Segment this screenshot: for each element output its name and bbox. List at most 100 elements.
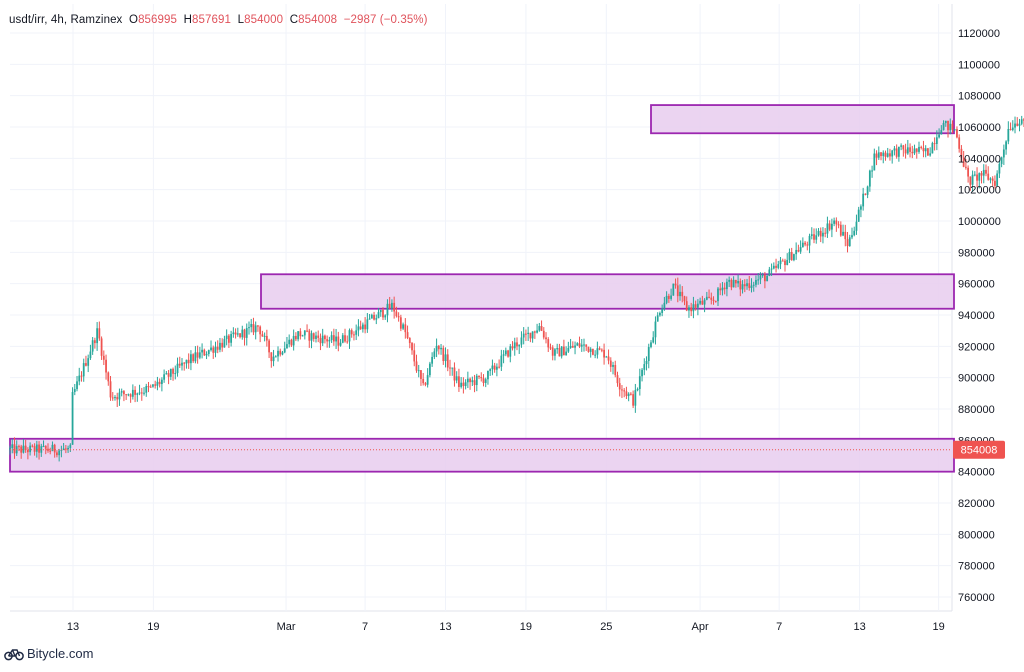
candle-body [40, 446, 43, 453]
candle-body [382, 310, 384, 318]
candle-body [80, 375, 83, 377]
time-axis[interactable]: 13 19 Mar 7 13 19 25 Apr 7 13 19 [67, 621, 945, 633]
candle-body [895, 148, 898, 157]
candle-body [386, 303, 389, 316]
candle-body [254, 325, 257, 333]
candle-body [728, 279, 731, 282]
candle-body [344, 335, 346, 342]
candle-body [976, 174, 978, 181]
candle-body [701, 300, 704, 305]
candles-layer [9, 115, 1024, 462]
candle-body [868, 170, 871, 187]
candle-body [102, 355, 105, 360]
candle-body [712, 299, 715, 301]
candle-body [772, 265, 775, 269]
candle-body [442, 347, 445, 362]
candle-body [471, 380, 474, 383]
candle-body [152, 384, 154, 387]
x-tick-label: 19 [147, 621, 159, 633]
candle-body [67, 447, 69, 450]
candle-body [250, 324, 253, 328]
candle-body [158, 381, 161, 385]
candle-body [321, 335, 324, 344]
candle-body [480, 377, 483, 379]
candle-body [160, 379, 163, 385]
candle-body [670, 295, 672, 299]
footer-brand[interactable]: Bitycle.com [4, 646, 93, 661]
candle-body [69, 444, 72, 448]
candle-body [864, 193, 867, 195]
candle-body [402, 324, 404, 329]
candle-body [245, 328, 248, 338]
candle-body [884, 152, 887, 157]
candle-body [1016, 123, 1019, 126]
candle-body [900, 145, 903, 147]
price-axis[interactable]: 1120000 1100000 1080000 1060000 1040000 10200… [953, 28, 1005, 604]
candle-body [734, 279, 737, 284]
candle-body [252, 324, 255, 333]
candle-body [717, 288, 719, 302]
candle-body [612, 365, 614, 367]
candle-body [292, 335, 295, 346]
candle-body [906, 147, 909, 154]
candle-body [918, 146, 920, 152]
candle-body [203, 349, 206, 356]
candle-body [163, 374, 166, 380]
y-tick-label: 800000 [958, 529, 995, 541]
candle-body [719, 288, 722, 291]
candle-body [131, 389, 134, 397]
candle-body [116, 397, 119, 400]
x-tick-label: Mar [277, 621, 296, 633]
candle-body [207, 350, 210, 354]
candle-body [129, 394, 132, 397]
candle-body [871, 170, 873, 172]
candle-body [299, 331, 302, 337]
candle-body [96, 328, 99, 344]
last-price-tag[interactable] [953, 440, 1005, 459]
candle-body [1020, 119, 1023, 124]
candle-body [853, 230, 856, 236]
candle-body [446, 354, 449, 368]
candle-body [64, 448, 67, 450]
candle-body [13, 444, 16, 454]
candle-body [592, 348, 594, 355]
candle-body [605, 356, 608, 358]
candle-body [650, 342, 652, 348]
candle-body [960, 148, 963, 158]
candle-body [306, 330, 308, 332]
candle-body [533, 331, 536, 333]
candle-body [397, 316, 400, 318]
candle-body [784, 260, 786, 266]
candle-body [192, 354, 195, 362]
candle-body [929, 153, 932, 156]
candle-body [178, 363, 181, 366]
x-tick-label: 13 [67, 621, 79, 633]
candle-body [788, 251, 791, 260]
candle-body [408, 337, 411, 344]
candle-body [288, 339, 291, 345]
candle-body [755, 279, 757, 285]
candle-body [391, 302, 393, 309]
candle-body [449, 367, 451, 369]
y-tick-label: 760000 [958, 592, 995, 604]
candle-body [652, 337, 655, 343]
candle-body [58, 450, 61, 456]
candle-body [801, 242, 804, 248]
candle-body [967, 167, 970, 177]
candle-body [509, 346, 512, 357]
candle-body [339, 342, 342, 346]
candle-body [775, 265, 777, 268]
candle-body [607, 356, 610, 361]
candle-body [516, 342, 518, 347]
candle-body [406, 332, 409, 338]
candle-body [315, 335, 317, 339]
candle-body [531, 331, 534, 339]
candle-body [846, 239, 849, 247]
candle-body [739, 281, 742, 290]
x-tick-label: 19 [933, 621, 945, 633]
candle-body [100, 338, 103, 356]
candle-body [866, 186, 869, 195]
candle-body [730, 279, 733, 288]
candle-body [265, 335, 268, 341]
